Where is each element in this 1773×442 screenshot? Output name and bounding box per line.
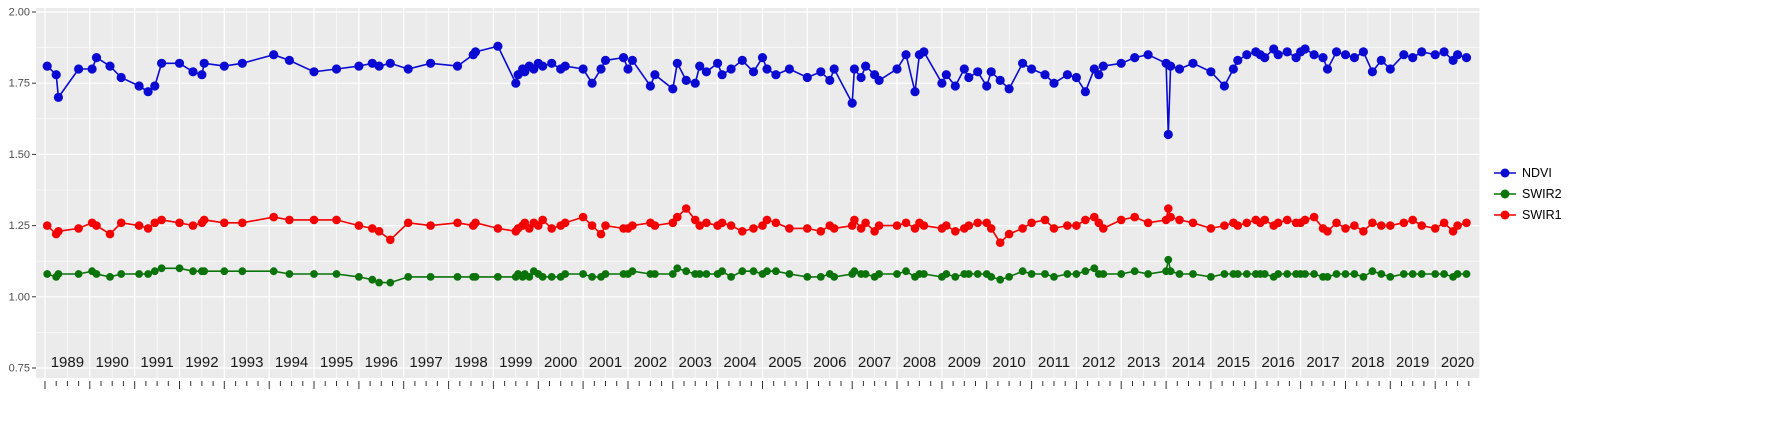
x-tick-label: 2011 (1038, 354, 1070, 371)
x-tick-label: 1994 (275, 354, 308, 371)
x-tick-label: 2009 (948, 354, 981, 371)
x-tick-label: 2003 (679, 354, 712, 371)
x-tick-label: 2007 (858, 354, 891, 371)
x-tick-label: 2000 (544, 354, 577, 371)
x-tick-label: 1992 (185, 354, 218, 371)
legend-marker-icon (1494, 168, 1516, 178)
x-axis-ticks (44, 381, 1470, 389)
legend-label: SWIR1 (1522, 208, 1562, 222)
x-tick-label: 2006 (813, 354, 846, 371)
x-tick-label: 2015 (1217, 354, 1250, 371)
minor-gridlines (36, 8, 1480, 378)
y-tick-label: 1.75 (9, 78, 30, 90)
x-tick-label: 2016 (1262, 354, 1295, 371)
x-tick-label: 1993 (230, 354, 263, 371)
x-tick-label: 2013 (1127, 354, 1160, 371)
legend-label: SWIR2 (1522, 187, 1562, 201)
x-tick-label: 1995 (320, 354, 353, 371)
x-tick-label: 2019 (1396, 354, 1429, 371)
x-tick-label: 2018 (1351, 354, 1384, 371)
x-tick-label: 2005 (768, 354, 801, 371)
x-tick-label: 2008 (903, 354, 936, 371)
x-tick-label: 2002 (634, 354, 667, 371)
series-SWIR2 (43, 255, 1471, 287)
legend-item-NDVI[interactable]: NDVI (1492, 166, 1562, 180)
x-tick-label: 2010 (992, 354, 1025, 371)
legend-marker-icon (1494, 189, 1516, 199)
series-NDVI (42, 41, 1472, 140)
x-tick-label: 2001 (589, 354, 622, 371)
x-tick-label: 2020 (1441, 354, 1474, 371)
plot-panel (36, 8, 1480, 378)
x-tick-label: 1997 (409, 354, 442, 371)
y-axis: 2.00 1.75 1.50 1.25 1.00 0.75 (9, 7, 36, 375)
x-tick-label: 2004 (723, 354, 756, 371)
y-tick-label: 0.75 (9, 363, 30, 375)
major-gridlines (36, 8, 1481, 378)
x-tick-label: 1991 (140, 354, 173, 371)
series-SWIR1 (42, 204, 1471, 247)
x-tick-label: 2014 (1172, 354, 1205, 371)
x-tick-label: 1999 (499, 354, 532, 371)
y-tick-label: 1.25 (9, 220, 30, 232)
y-tick-label: 1.50 (9, 149, 30, 161)
legend-item-SWIR1[interactable]: SWIR1 (1492, 208, 1562, 222)
y-tick-label: 1.00 (9, 291, 30, 303)
x-tick-label: 1996 (365, 354, 398, 371)
chart-legend: NDVI SWIR2 SWIR1 (1492, 166, 1562, 222)
x-tick-label: 2012 (1082, 354, 1115, 371)
x-tick-label: 2017 (1306, 354, 1339, 371)
legend-label: NDVI (1522, 166, 1552, 180)
x-tick-label: 1998 (454, 354, 487, 371)
x-axis-labels: 1989 1990 1991 1992 1993 1994 1995 1996 1997 1998… (51, 354, 1475, 371)
x-tick-label: 1989 (51, 354, 84, 371)
legend-item-SWIR2[interactable]: SWIR2 (1492, 187, 1562, 201)
y-tick-label: 2.00 (9, 7, 30, 19)
x-tick-label: 1990 (96, 354, 129, 371)
legend-marker-icon (1494, 210, 1516, 220)
